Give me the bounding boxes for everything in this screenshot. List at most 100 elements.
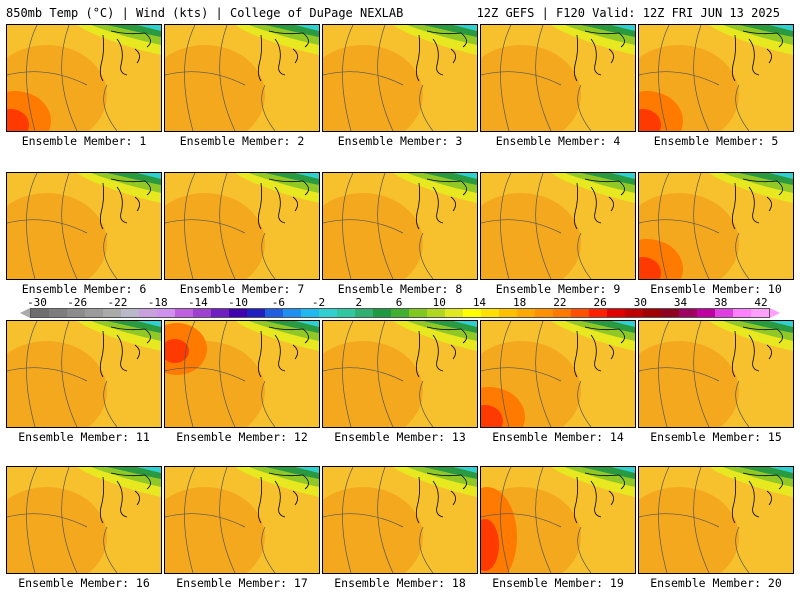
scale-color-bin xyxy=(445,309,463,317)
ensemble-map-panel xyxy=(638,24,794,132)
ensemble-map-panel xyxy=(6,24,162,132)
scale-tick-label: 6 xyxy=(395,296,403,309)
ensemble-map-panel xyxy=(480,24,636,132)
ensemble-map-panel xyxy=(6,466,162,574)
ensemble-member-label: Ensemble Member: 14 xyxy=(492,430,624,444)
scale-tick-label: -22 xyxy=(107,296,128,309)
ensemble-member-label: Ensemble Member: 1 xyxy=(21,134,147,148)
temperature-map xyxy=(165,173,319,279)
temperature-map xyxy=(165,467,319,573)
scale-color-bin xyxy=(283,309,301,317)
ensemble-map-panel xyxy=(322,466,478,574)
ensemble-member-label: Ensemble Member: 11 xyxy=(18,430,150,444)
scale-tick-label: 2 xyxy=(355,296,363,309)
ensemble-map-panel xyxy=(164,466,320,574)
temperature-map xyxy=(165,25,319,131)
scale-color-bin xyxy=(355,309,373,317)
scale-color-bin xyxy=(661,309,679,317)
scale-color-bin xyxy=(211,309,229,317)
scale-color-bin xyxy=(139,309,157,317)
scale-color-bin xyxy=(31,309,49,317)
scale-color-bin xyxy=(481,309,499,317)
scale-color-bin xyxy=(679,309,697,317)
temperature-map xyxy=(481,321,635,427)
scale-color-bin xyxy=(247,309,265,317)
ensemble-member-label: Ensemble Member: 4 xyxy=(495,134,621,148)
ensemble-map-panel xyxy=(480,172,636,280)
scale-color-bin xyxy=(643,309,661,317)
ensemble-member-label: Ensemble Member: 7 xyxy=(179,282,305,296)
ensemble-member-label: Ensemble Member: 12 xyxy=(176,430,308,444)
temperature-map xyxy=(7,173,161,279)
scale-color-bin xyxy=(409,309,427,317)
scale-left-arrow xyxy=(20,308,30,318)
temperature-map xyxy=(323,25,477,131)
temperature-map xyxy=(323,467,477,573)
scale-color-bin xyxy=(751,309,769,317)
ensemble-map-panel xyxy=(6,320,162,428)
temperature-map xyxy=(481,467,635,573)
scale-color-bin xyxy=(391,309,409,317)
ensemble-map-panel xyxy=(480,466,636,574)
temperature-map xyxy=(7,321,161,427)
ensemble-member-label: Ensemble Member: 9 xyxy=(495,282,621,296)
temperature-map xyxy=(639,467,793,573)
scale-tick-label: 22 xyxy=(553,296,567,309)
ensemble-member-label: Ensemble Member: 8 xyxy=(337,282,463,296)
temperature-map xyxy=(323,173,477,279)
scale-tick-label: -14 xyxy=(187,296,208,309)
ensemble-member-label: Ensemble Member: 13 xyxy=(334,430,466,444)
scale-tick-label: 26 xyxy=(593,296,607,309)
scale-color-bin xyxy=(103,309,121,317)
scale-tick-label: 34 xyxy=(673,296,688,309)
ensemble-map-panel xyxy=(164,172,320,280)
scale-color-bin xyxy=(265,309,283,317)
temperature-map xyxy=(639,173,793,279)
scale-color-bin xyxy=(301,309,319,317)
temperature-color-scale xyxy=(30,308,770,318)
ensemble-member-label: Ensemble Member: 2 xyxy=(179,134,305,148)
ensemble-member-label: Ensemble Member: 19 xyxy=(492,576,624,590)
ensemble-member-label: Ensemble Member: 15 xyxy=(650,430,782,444)
scale-color-bin xyxy=(499,309,517,317)
scale-color-bin xyxy=(553,309,571,317)
ensemble-member-label: Ensemble Member: 18 xyxy=(334,576,466,590)
temperature-map xyxy=(639,25,793,131)
scale-tick-label: 18 xyxy=(513,296,527,309)
scale-tick-label: 10 xyxy=(432,296,446,309)
ensemble-map-panel xyxy=(322,24,478,132)
scale-color-bin xyxy=(319,309,337,317)
scale-color-bin xyxy=(715,309,733,317)
scale-right-arrow xyxy=(770,308,780,318)
header-title: 850mb Temp (°C) | Wind (kts) | College o… xyxy=(6,6,404,20)
scale-color-bin xyxy=(733,309,751,317)
ensemble-member-label: Ensemble Member: 5 xyxy=(653,134,779,148)
temperature-map xyxy=(639,321,793,427)
temperature-map xyxy=(323,321,477,427)
ensemble-member-label: Ensemble Member: 10 xyxy=(650,282,782,296)
scale-color-bin xyxy=(697,309,715,317)
scale-color-bin xyxy=(121,309,139,317)
scale-color-bin xyxy=(157,309,175,317)
scale-tick-label: -30 xyxy=(27,296,47,309)
scale-color-bin xyxy=(607,309,625,317)
ensemble-member-label: Ensemble Member: 16 xyxy=(18,576,150,590)
temperature-map xyxy=(7,467,161,573)
ensemble-map-panel xyxy=(322,172,478,280)
ensemble-map-panel xyxy=(6,172,162,280)
scale-color-bin xyxy=(193,309,211,317)
scale-color-bin xyxy=(175,309,193,317)
ensemble-member-label: Ensemble Member: 17 xyxy=(176,576,308,590)
scale-color-bin xyxy=(49,309,67,317)
scale-tick-label: -26 xyxy=(67,296,88,309)
header-run-info: 12Z GEFS | F120 Valid: 12Z FRI JUN 13 20… xyxy=(476,6,780,20)
scale-color-bin xyxy=(625,309,643,317)
scale-color-bin xyxy=(517,309,535,317)
scale-color-bin xyxy=(427,309,445,317)
ensemble-map-panel xyxy=(480,320,636,428)
scale-tick-label: -18 xyxy=(147,296,168,309)
scale-color-bin xyxy=(373,309,391,317)
temperature-map xyxy=(7,25,161,131)
scale-color-bin xyxy=(67,309,85,317)
ensemble-map-panel xyxy=(164,320,320,428)
